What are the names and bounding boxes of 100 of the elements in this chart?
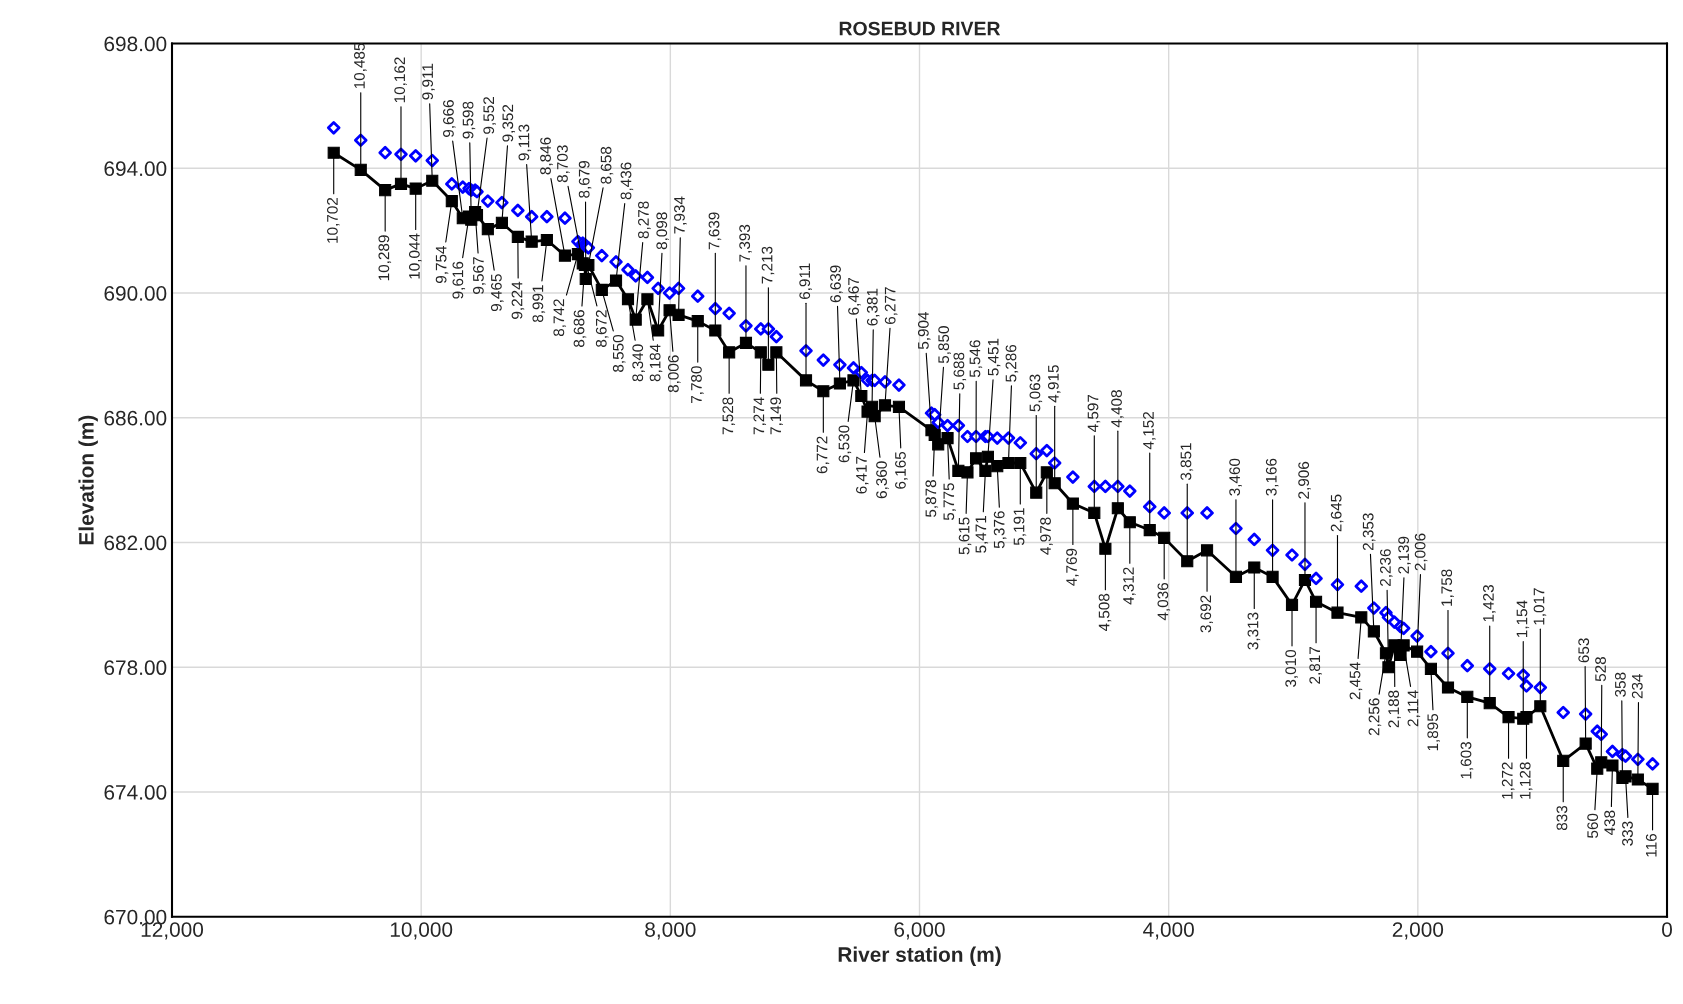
annotation: 2,114 xyxy=(1407,690,1421,727)
annotation: 5,451 xyxy=(987,338,1001,376)
x-tick-label: 2,000 xyxy=(1392,922,1444,940)
y-tick-label: 674.00 xyxy=(104,785,167,800)
annotation: 6,360 xyxy=(876,461,889,499)
annotation: 9,911 xyxy=(422,63,435,100)
annotation: 3,313 xyxy=(1247,612,1261,650)
annotation: 6,911 xyxy=(799,263,812,300)
annotation: 1,895 xyxy=(1427,713,1440,751)
annotation: 6,530 xyxy=(838,425,852,463)
annotation: 2,454 xyxy=(1349,662,1363,700)
annotation: 10,289 xyxy=(378,235,392,281)
annotation: 9,666 xyxy=(443,100,456,137)
y-tick-label: 694.00 xyxy=(104,161,167,177)
y-axis-title: Elevation (m) xyxy=(78,415,98,545)
annotation: 4,152 xyxy=(1143,412,1156,450)
annotation: 8,184 xyxy=(649,344,663,382)
annotation: 4,978 xyxy=(1040,517,1053,555)
annotation: 6,277 xyxy=(884,287,898,324)
annotation: 5,904 xyxy=(917,311,931,350)
annotation: 6,467 xyxy=(848,277,861,315)
chart-title: ROSEBUD RIVER xyxy=(839,21,1001,36)
annotation: 4,408 xyxy=(1111,390,1124,428)
annotation: 7,149 xyxy=(770,397,783,435)
y-tick-label: 678.00 xyxy=(104,660,167,676)
annotation: 8,846 xyxy=(540,137,553,175)
annotation: 438 xyxy=(1604,810,1616,836)
annotation: 9,465 xyxy=(490,274,504,312)
x-tick-label: 4,000 xyxy=(1143,922,1194,940)
annotation: 3,166 xyxy=(1265,458,1279,496)
annotation: 8,742 xyxy=(553,299,567,337)
annotation: 653 xyxy=(1578,638,1590,663)
y-tick-label: 686.00 xyxy=(104,410,167,426)
annotation: 2,353 xyxy=(1362,513,1376,551)
annotation: 6,381 xyxy=(866,288,880,326)
annotation: 8,098 xyxy=(656,212,669,250)
annotation: 3,460 xyxy=(1229,458,1242,496)
annotation: 5,688 xyxy=(953,352,967,390)
annotation: 9,616 xyxy=(452,261,466,299)
x-tick-label: 6,000 xyxy=(894,922,945,940)
y-tick-label: 698.00 xyxy=(104,36,167,52)
annotation: 10,044 xyxy=(408,233,422,279)
annotation: 7,639 xyxy=(708,212,722,250)
annotation: 5,376 xyxy=(993,511,1007,549)
annotation: 5,286 xyxy=(1005,344,1019,382)
annotation: 7,393 xyxy=(739,224,752,262)
annotation: 528 xyxy=(1595,657,1606,682)
annotation: 5,878 xyxy=(925,480,939,518)
annotation: 8,436 xyxy=(620,162,634,200)
annotation: 9,552 xyxy=(483,97,496,134)
annotation: 116 xyxy=(1645,834,1657,857)
x-tick-label: 0 xyxy=(1662,922,1672,937)
annotation: 5,850 xyxy=(938,326,951,364)
annotation: 2,236 xyxy=(1379,549,1393,586)
annotation: 8,658 xyxy=(600,146,614,184)
annotation: 2,139 xyxy=(1398,536,1411,574)
annotation: 9,754 xyxy=(435,245,449,284)
annotation: 5,546 xyxy=(969,340,983,378)
annotation: 2,817 xyxy=(1309,646,1322,684)
annotation: 2,188 xyxy=(1388,690,1401,728)
annotation: 8,006 xyxy=(667,355,681,393)
annotation: 1,758 xyxy=(1441,569,1454,606)
annotation: 5,191 xyxy=(1013,508,1027,546)
annotation: 358 xyxy=(1614,672,1626,697)
annotation: 9,567 xyxy=(472,257,486,294)
annotation: 10,702 xyxy=(327,197,340,243)
annotation: 5,063 xyxy=(1029,374,1043,412)
annotation: 1,017 xyxy=(1533,588,1547,625)
annotation: 234 xyxy=(1631,673,1643,699)
annotation: 8,550 xyxy=(612,334,626,372)
annotation: 7,213 xyxy=(761,246,775,284)
annotation: 7,274 xyxy=(753,397,767,435)
annotation: 2,256 xyxy=(1368,698,1382,736)
annotation: 3,692 xyxy=(1200,595,1213,633)
annotation: 833 xyxy=(1556,805,1568,831)
annotation: 9,352 xyxy=(502,104,516,142)
annotation: 8,278 xyxy=(638,201,651,239)
annotation: 4,036 xyxy=(1157,582,1171,621)
annotation: 5,615 xyxy=(958,517,972,555)
annotation: 7,780 xyxy=(691,366,704,404)
annotation: 3,851 xyxy=(1180,443,1194,481)
annotation: 560 xyxy=(1587,813,1599,838)
x-tick-label: 10,000 xyxy=(390,922,453,940)
annotation: 4,769 xyxy=(1066,548,1079,586)
annotation: 5,775 xyxy=(943,483,956,521)
annotation: 4,915 xyxy=(1047,365,1061,403)
annotation: 333 xyxy=(1622,821,1633,846)
annotation: 1,128 xyxy=(1519,762,1533,799)
annotation: 5,471 xyxy=(975,515,989,553)
annotation: 1,603 xyxy=(1460,742,1474,779)
annotation: 6,772 xyxy=(816,436,830,474)
annotation: 2,006 xyxy=(1414,533,1428,571)
annotation: 8,686 xyxy=(573,310,587,347)
annotation: 3,010 xyxy=(1285,649,1298,687)
annotation: 4,597 xyxy=(1087,394,1101,432)
annotation: 8,703 xyxy=(557,145,570,183)
annotation: 8,672 xyxy=(595,310,609,347)
annotation: 8,991 xyxy=(532,285,546,323)
annotation: 8,340 xyxy=(632,344,645,382)
annotation: 1,272 xyxy=(1501,762,1515,799)
